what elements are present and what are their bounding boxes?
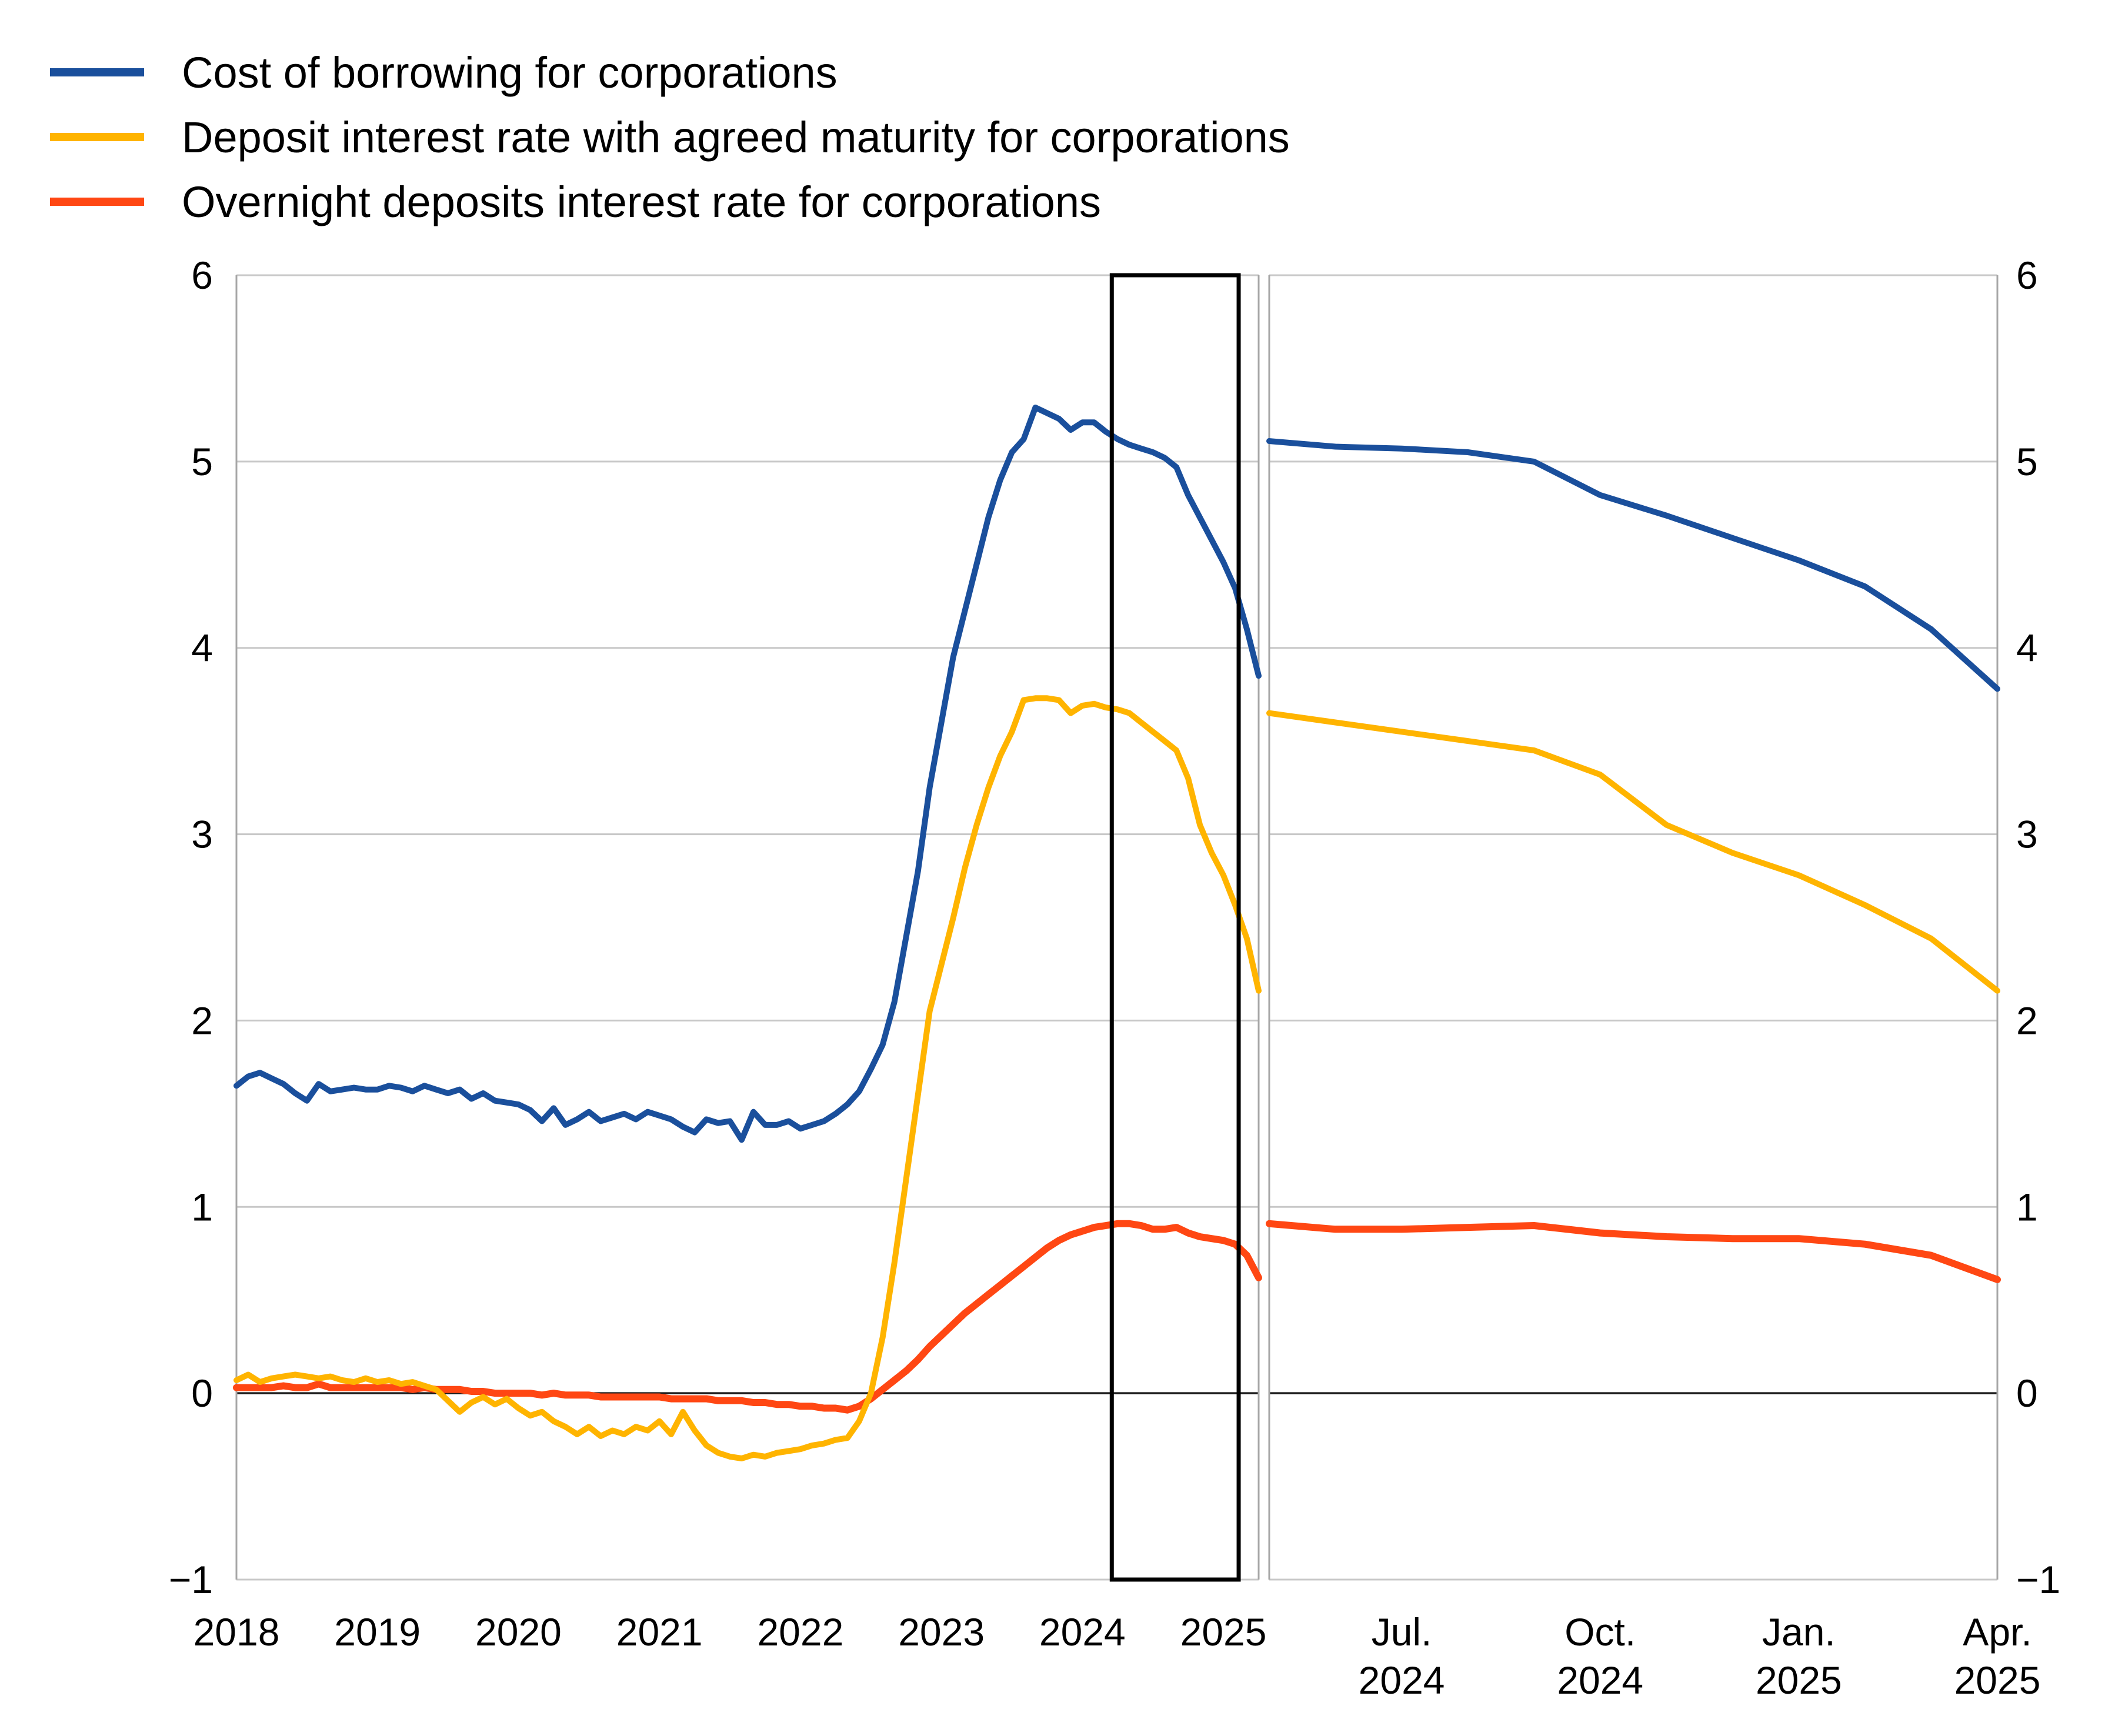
x-tick-label-right: Apr. [1963,1610,2031,1654]
x-tick-label-left: 2021 [616,1610,703,1654]
legend-label: Cost of borrowing for corporations [182,48,838,97]
x-tick-label-right: 2025 [1954,1658,2041,1702]
y-tick-label-left: 4 [191,626,213,670]
y-tick-label-left: 1 [191,1185,213,1228]
legend-swatch-red-line-icon [50,198,144,206]
y-tick-label-right: −1 [2016,1558,2060,1601]
zoom-highlight-box [1109,273,1241,1582]
x-tick-label-left: 2020 [475,1610,562,1654]
series-line-1-left [233,1220,1262,1414]
x-tick-label-right: 2024 [1557,1658,1643,1702]
y-tick-label-left: 0 [191,1371,213,1415]
y-tick-label-right: 6 [2016,253,2038,297]
series-line-0-right [1266,438,2000,692]
x-tick-label-right: Oct. [1564,1610,1636,1654]
y-tick-label-right: 5 [2016,440,2038,483]
x-tick-label-left: 2025 [1180,1610,1267,1654]
y-tick-label-left: 5 [191,440,213,483]
series-line-0-left [233,405,1262,1143]
legend-label: Overnight deposits interest rate for cor… [182,177,1101,226]
legend-item-overnight-deposits: Overnight deposits interest rate for cor… [50,169,1290,234]
y-tick-label-right: 3 [2016,813,2038,856]
legend-swatch-blue-line-icon [50,68,144,76]
x-tick-label-right: 2025 [1756,1658,1842,1702]
series-line-1-right [1266,1220,2001,1283]
panel-left: 6 5 4 3 2 1 0 −1 2018 2019 2020 2021 2022 2023 2024 202… [169,253,1267,1654]
y-tick-label-left: −1 [169,1558,213,1601]
y-tick-label-left: 3 [191,813,213,856]
legend: Cost of borrowing for corporations Depos… [50,40,1290,234]
legend-swatch-yellow-line-icon [50,133,144,141]
legend-item-cost-of-borrowing: Cost of borrowing for corporations [50,40,1290,105]
x-tick-label-right: 2024 [1359,1658,1445,1702]
x-tick-label-right: Jan. [1762,1610,1836,1654]
y-tick-label-right: 0 [2016,1371,2038,1415]
y-tick-label-right: 4 [2016,626,2038,670]
x-tick-label-left: 2019 [334,1610,421,1654]
legend-label: Deposit interest rate with agreed maturi… [182,112,1290,162]
panel-right: 6543210−1Jul.2024Oct.2024Jan.2025Apr.202… [1266,253,2060,1702]
x-tick-label-left: 2024 [1039,1610,1126,1654]
series-line-2-right [1266,710,2000,994]
y-tick-label-right: 1 [2016,1185,2038,1228]
y-tick-label-right: 2 [2016,999,2038,1042]
x-tick-label-left: 2023 [898,1610,985,1654]
legend-item-deposit-agreed-maturity: Deposit interest rate with agreed maturi… [50,105,1290,169]
x-tick-label-left: 2022 [757,1610,843,1654]
series-line-2-left [233,695,1262,1461]
y-tick-label-left: 6 [191,253,213,297]
y-tick-label-left: 2 [191,999,213,1042]
x-tick-label-right: Jul. [1372,1610,1432,1654]
x-tick-label-left: 2018 [194,1610,280,1654]
